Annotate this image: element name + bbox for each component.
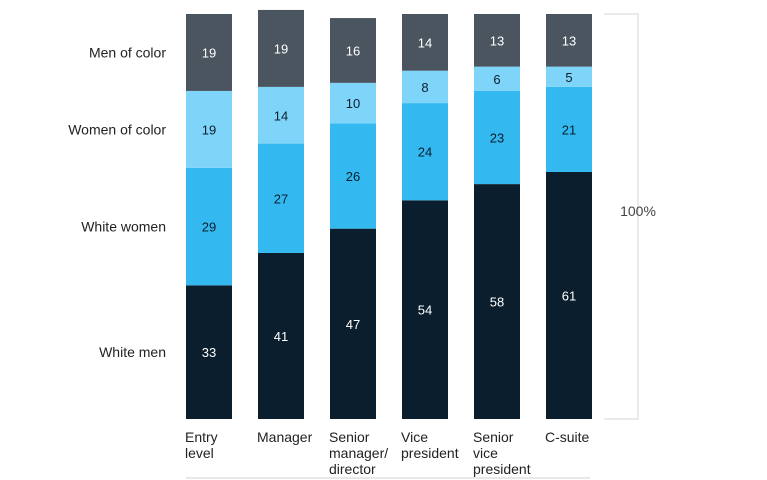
bar-segment (186, 285, 232, 419)
data-label: 6 (493, 72, 500, 87)
bar-segment (402, 200, 448, 419)
category-label: Vice president (401, 429, 459, 461)
category-label-line: level (185, 445, 214, 461)
data-label: 33 (202, 345, 216, 360)
total-bracket (604, 13, 639, 420)
series-label: Women of color (68, 121, 166, 137)
series-label: White women (81, 219, 166, 235)
category-label-line: president (401, 445, 459, 461)
category-label-line: Vice (401, 429, 428, 445)
bar-segment (330, 123, 376, 229)
data-label: 19 (274, 41, 288, 56)
bar-segment (330, 228, 376, 419)
data-label: 19 (202, 45, 216, 60)
data-label: 16 (346, 43, 360, 58)
bar-segment (402, 103, 448, 201)
bar-segment (474, 184, 520, 419)
bar-segment (546, 171, 592, 419)
category-label: Manager (257, 429, 313, 445)
bar-segment (474, 90, 520, 185)
category-label-line: vice (473, 445, 498, 461)
data-label: 29 (202, 220, 216, 235)
series-labels-group: White men White women Women of color Men of… (68, 44, 166, 360)
bar-segment (186, 14, 232, 91)
category-label-line: Senior (329, 429, 370, 445)
data-label: 41 (274, 329, 288, 344)
data-label: 23 (490, 131, 504, 146)
data-label: 54 (418, 303, 432, 318)
data-label: 24 (418, 145, 432, 160)
bar-segment (546, 86, 592, 172)
category-label: Senior manager/director (329, 429, 388, 477)
data-label: 5 (565, 70, 572, 85)
data-label: 26 (346, 169, 360, 184)
category-label-line: manager/ (329, 445, 388, 461)
bar-segment (186, 90, 232, 168)
data-label: 27 (274, 191, 288, 206)
bars-group (186, 9, 592, 419)
bar-segment (330, 82, 376, 124)
category-label-line: president (473, 461, 531, 477)
bar-segment (474, 14, 520, 67)
bar-segment (546, 66, 592, 87)
data-label: 14 (274, 108, 288, 123)
bar-segment (546, 14, 592, 67)
category-label: Senior vice president (473, 429, 531, 477)
data-label: 10 (346, 96, 360, 111)
data-label: 47 (346, 317, 360, 332)
bar-segment (186, 167, 232, 286)
series-label: White men (99, 344, 166, 360)
category-label-line: Senior (473, 429, 514, 445)
bar-segment (258, 86, 304, 144)
bar-segment (258, 252, 304, 419)
category-label-line: Entry (185, 429, 218, 445)
category-label-line: director (329, 461, 376, 477)
category-label-line: C-suite (545, 429, 590, 445)
data-label: 8 (421, 80, 428, 95)
bar-segment (402, 14, 448, 71)
segment-labels-group: 33 29 19 19 41 27 14 19 47 26 10 16 54 24 8 14 58 23 6 13 61… (202, 33, 576, 360)
data-label: 19 (202, 122, 216, 137)
data-label: 14 (418, 35, 432, 50)
data-label: 58 (490, 295, 504, 310)
bar-segment (402, 70, 448, 104)
category-label: C-suite (545, 429, 590, 445)
bar-segment (474, 66, 520, 91)
data-label: 21 (562, 122, 576, 137)
bar-segment (258, 143, 304, 253)
bar-segment (330, 18, 376, 83)
category-label: Entry level (185, 429, 218, 461)
total-percent-label: 100% (620, 203, 656, 219)
category-label-line: Manager (257, 429, 313, 445)
bar-segment (258, 9, 304, 87)
series-label: Men of color (89, 44, 166, 60)
data-label: 13 (490, 33, 504, 48)
data-label: 61 (562, 288, 576, 303)
data-label: 13 (562, 33, 576, 48)
